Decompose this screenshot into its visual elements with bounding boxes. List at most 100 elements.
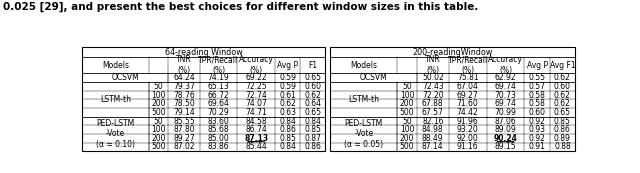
Text: 69.64: 69.64: [207, 99, 230, 108]
Text: 74.42: 74.42: [457, 108, 479, 117]
Text: 100: 100: [151, 125, 166, 134]
Text: 79.37: 79.37: [173, 82, 195, 91]
Text: 50: 50: [402, 116, 412, 125]
Text: F1: F1: [308, 61, 317, 70]
Text: 0.60: 0.60: [529, 108, 546, 117]
Text: 0.91: 0.91: [529, 143, 546, 152]
Text: 0.92: 0.92: [529, 134, 546, 143]
Text: 0.61: 0.61: [279, 90, 296, 99]
Text: 69.22: 69.22: [245, 73, 267, 82]
Text: OCSVM: OCSVM: [360, 73, 388, 82]
Text: 89.27: 89.27: [173, 134, 195, 143]
Text: 69.74: 69.74: [495, 82, 516, 91]
Text: 0.86: 0.86: [279, 125, 296, 134]
Text: 500: 500: [400, 143, 414, 152]
Text: 0.92: 0.92: [529, 116, 546, 125]
Text: 64.24: 64.24: [173, 73, 195, 82]
Text: 50: 50: [402, 82, 412, 91]
Text: 74.71: 74.71: [245, 108, 267, 117]
Text: 0.62: 0.62: [554, 99, 571, 108]
Text: 0.64: 0.64: [304, 99, 321, 108]
Text: Models: Models: [102, 61, 129, 70]
Text: 87.14: 87.14: [422, 143, 444, 152]
Text: 0.60: 0.60: [304, 82, 321, 91]
Text: TPR/Recall
(%): TPR/Recall (%): [447, 55, 488, 75]
Text: 85.00: 85.00: [207, 134, 229, 143]
Text: 200: 200: [151, 99, 166, 108]
Text: 500: 500: [400, 108, 414, 117]
Text: 200-readingWindow: 200-readingWindow: [412, 48, 493, 57]
Text: 0.85: 0.85: [554, 116, 571, 125]
Text: 70.29: 70.29: [207, 108, 229, 117]
Text: 84.98: 84.98: [422, 125, 444, 134]
Text: TPR/Recall
(%): TPR/Recall (%): [198, 55, 239, 75]
Text: PED-LSTM
-Vote
(α = 0.05): PED-LSTM -Vote (α = 0.05): [344, 119, 383, 149]
Text: 0.89: 0.89: [554, 134, 571, 143]
Text: 0.86: 0.86: [304, 143, 321, 152]
Text: 93.20: 93.20: [457, 125, 479, 134]
Text: 0.84: 0.84: [279, 143, 296, 152]
Text: 72.20: 72.20: [422, 90, 444, 99]
Text: TNR
(%): TNR (%): [176, 55, 192, 75]
Text: 83.86: 83.86: [208, 143, 229, 152]
Text: 74.07: 74.07: [245, 99, 267, 108]
Text: 85.44: 85.44: [245, 143, 267, 152]
Text: 0.93: 0.93: [529, 125, 546, 134]
Text: 89.15: 89.15: [495, 143, 516, 152]
Text: 67.04: 67.04: [457, 82, 479, 91]
Text: 0.65: 0.65: [304, 73, 321, 82]
Text: 0.58: 0.58: [529, 90, 546, 99]
Text: 70.99: 70.99: [495, 108, 516, 117]
Text: 0.62: 0.62: [554, 90, 571, 99]
Text: 71.60: 71.60: [457, 99, 479, 108]
Text: 0.59: 0.59: [279, 82, 296, 91]
Text: 0.85: 0.85: [279, 134, 296, 143]
Text: LSTM-th: LSTM-th: [348, 95, 380, 104]
Text: 200: 200: [151, 134, 166, 143]
Text: 0.88: 0.88: [554, 143, 571, 152]
Text: 100: 100: [151, 90, 166, 99]
Text: 72.74: 72.74: [245, 90, 267, 99]
Text: Models: Models: [350, 61, 378, 70]
Text: 69.27: 69.27: [457, 90, 479, 99]
Text: 87.13: 87.13: [244, 134, 268, 143]
Text: OCSVM: OCSVM: [111, 73, 140, 82]
Text: 89.09: 89.09: [495, 125, 516, 134]
Text: 65.13: 65.13: [207, 82, 229, 91]
Text: 0.65: 0.65: [304, 108, 321, 117]
Text: 66.72: 66.72: [207, 90, 229, 99]
Text: 72.25: 72.25: [245, 82, 267, 91]
Text: 87.02: 87.02: [173, 143, 195, 152]
Text: 90.24: 90.24: [493, 134, 518, 143]
Text: 0.85: 0.85: [304, 125, 321, 134]
Text: 0.62: 0.62: [554, 73, 571, 82]
Text: PED-LSTM
-Vote
(α = 0.10): PED-LSTM -Vote (α = 0.10): [96, 119, 135, 149]
Text: 85.55: 85.55: [173, 116, 195, 125]
Text: 67.57: 67.57: [422, 108, 444, 117]
Text: TNR
(%): TNR (%): [425, 55, 441, 75]
Text: 0.58: 0.58: [529, 99, 546, 108]
Text: 74.19: 74.19: [207, 73, 229, 82]
Text: 0.60: 0.60: [554, 82, 571, 91]
Text: 0.84: 0.84: [304, 116, 321, 125]
Text: 75.81: 75.81: [457, 73, 479, 82]
Text: 64-reading Window: 64-reading Window: [164, 48, 243, 57]
Text: Avg F1: Avg F1: [550, 61, 575, 70]
Text: LSTM-th: LSTM-th: [100, 95, 131, 104]
Text: 200: 200: [400, 134, 414, 143]
Text: 0.84: 0.84: [279, 116, 296, 125]
Text: 83.60: 83.60: [207, 116, 229, 125]
Text: 50.02: 50.02: [422, 73, 444, 82]
Text: Avg P: Avg P: [527, 61, 548, 70]
Text: 0.55: 0.55: [529, 73, 546, 82]
Text: 0.57: 0.57: [529, 82, 546, 91]
Text: 88.49: 88.49: [422, 134, 444, 143]
Text: 85.68: 85.68: [208, 125, 229, 134]
Text: 91.16: 91.16: [457, 143, 479, 152]
Text: 84.58: 84.58: [245, 116, 267, 125]
Text: 0.63: 0.63: [279, 108, 296, 117]
Text: 100: 100: [400, 90, 414, 99]
Text: 0.62: 0.62: [279, 99, 296, 108]
Text: 500: 500: [151, 143, 166, 152]
Text: Accuracy
(%): Accuracy (%): [239, 55, 273, 75]
